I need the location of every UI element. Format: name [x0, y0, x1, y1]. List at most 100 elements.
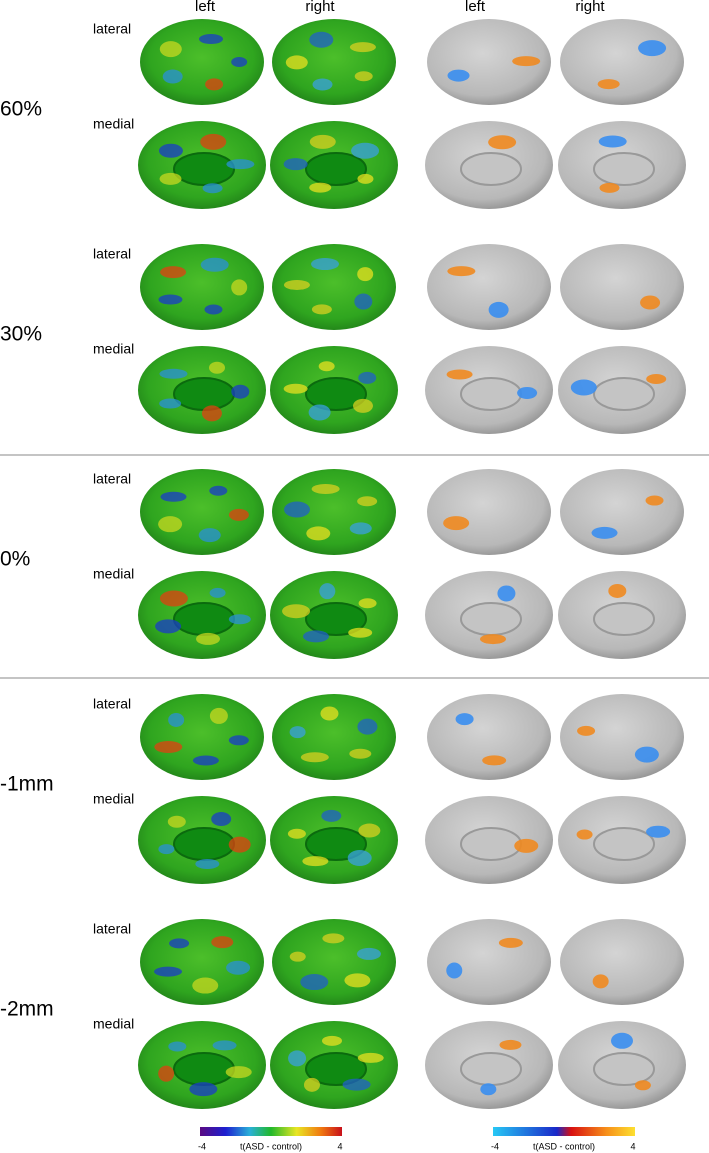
surface-patch [288, 1050, 307, 1067]
surface-patch [480, 1083, 497, 1096]
lateral-brain [272, 694, 396, 780]
surface-patch [289, 726, 306, 739]
surface-patch [597, 79, 620, 90]
surface-patch [302, 630, 329, 643]
surface-patch [200, 133, 227, 150]
surface-patch [159, 590, 188, 607]
lateral-brain [272, 469, 396, 555]
surface-patch [167, 815, 186, 828]
surface-patch [228, 614, 251, 625]
brain-surface [560, 919, 684, 1005]
lateral-brain [560, 469, 684, 555]
surface-patch [211, 812, 232, 827]
surface-patch [226, 159, 255, 170]
corpus-callosum [593, 827, 655, 861]
surface-patch [312, 78, 333, 91]
corpus-callosum [173, 377, 235, 411]
brain-surface [427, 694, 551, 780]
medial-brain [138, 571, 266, 659]
surface-patch [634, 1080, 651, 1091]
medial-brain [425, 796, 553, 884]
surface-patch [168, 712, 185, 727]
surface-patch [155, 619, 182, 634]
surface-patch [349, 522, 372, 535]
brain-surface [140, 19, 264, 105]
lateral-brain [427, 469, 551, 555]
surface-patch [576, 829, 593, 840]
corpus-callosum [460, 827, 522, 861]
view-label: lateral [93, 921, 131, 937]
surface-patch [202, 183, 223, 194]
column-header: right [575, 0, 605, 15]
corpus-callosum [593, 377, 655, 411]
surface-patch [204, 304, 223, 315]
corpus-callosum [305, 827, 367, 861]
surface-patch [646, 825, 671, 838]
lateral-brain [427, 19, 551, 105]
surface-patch [638, 40, 667, 57]
surface-patch [309, 182, 332, 193]
surface-patch [284, 501, 311, 518]
brain-surface [427, 469, 551, 555]
medial-brain [558, 796, 686, 884]
surface-patch [228, 836, 251, 853]
brain-surface [140, 469, 264, 555]
column-header: left [195, 0, 216, 15]
colorbar-max: 4 [630, 1141, 635, 1151]
row-label: -2mm [0, 998, 54, 1021]
medial-brain [425, 121, 553, 209]
colorbar [200, 1127, 342, 1136]
surface-patch [283, 279, 310, 290]
surface-patch [283, 158, 308, 171]
surface-patch [231, 279, 248, 296]
surface-patch [311, 304, 332, 315]
surface-patch [228, 508, 249, 521]
row-label: 30% [0, 323, 42, 346]
corpus-callosum [173, 152, 235, 186]
surface-patch [352, 398, 373, 413]
surface-patch [443, 516, 470, 531]
lateral-brain [140, 244, 264, 330]
view-label: medial [93, 566, 134, 582]
surface-patch [446, 369, 473, 380]
surface-patch [200, 257, 229, 272]
surface-patch [646, 374, 667, 385]
medial-brain [425, 571, 553, 659]
surface-patch [357, 173, 374, 184]
corpus-callosum [460, 152, 522, 186]
surface-patch [611, 1032, 633, 1049]
medial-brain [270, 121, 398, 209]
surface-patch [322, 933, 345, 944]
row-label: -1mm [0, 773, 54, 796]
surface-patch [211, 936, 234, 949]
lateral-brain [140, 469, 264, 555]
brain-surface [560, 694, 684, 780]
surface-patch [358, 371, 377, 384]
surface-patch [195, 858, 220, 869]
colorbar-title: t(ASD - control) [240, 1141, 302, 1151]
colorbar-min: -4 [198, 1141, 206, 1151]
surface-patch [160, 266, 187, 279]
surface-patch [321, 1035, 342, 1046]
surface-patch [205, 78, 224, 91]
surface-patch [499, 1039, 522, 1050]
surface-patch [645, 495, 664, 506]
corpus-callosum [460, 377, 522, 411]
surface-patch [309, 134, 336, 149]
surface-patch [497, 585, 516, 602]
corpus-callosum [460, 602, 522, 636]
surface-patch [162, 69, 183, 84]
corpus-callosum [593, 602, 655, 636]
medial-brain [138, 796, 266, 884]
surface-patch [209, 587, 226, 598]
surface-patch [209, 485, 228, 496]
view-label: medial [93, 791, 134, 807]
brain-surface [427, 919, 551, 1005]
surface-patch [512, 56, 541, 67]
surface-patch [608, 583, 627, 598]
medial-brain [270, 346, 398, 434]
lateral-brain [272, 919, 396, 1005]
surface-patch [154, 740, 183, 753]
